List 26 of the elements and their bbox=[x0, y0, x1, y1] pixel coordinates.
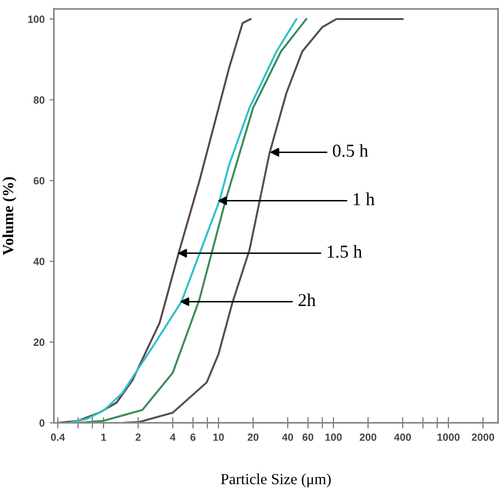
x-tick-label: 100 bbox=[325, 433, 342, 441]
annotation: 1 h bbox=[354, 192, 375, 206]
y-tick-label: 40 bbox=[33, 258, 44, 266]
x-tick-label: 40 bbox=[282, 433, 294, 441]
x-tick-label: 1000 bbox=[437, 433, 460, 441]
x-tick-label: 20 bbox=[248, 433, 258, 441]
x-tick-label: 6 bbox=[190, 433, 196, 441]
x-tick-label: 2 bbox=[136, 433, 141, 441]
x-tick-label: 200 bbox=[360, 433, 376, 441]
x-tick-label: 4 bbox=[170, 434, 176, 441]
x-axis-title: Particle Size (μm) bbox=[220, 473, 331, 488]
x-tick-label: 10 bbox=[213, 433, 224, 441]
x-tick-label: 2000 bbox=[472, 433, 494, 441]
x-tick-label: 0.4 bbox=[50, 433, 65, 441]
annotation: 1.5 h bbox=[328, 245, 362, 258]
y-axis-title: Volume (%) bbox=[2, 177, 16, 256]
y-tick-label: 20 bbox=[34, 338, 44, 346]
annotation: 2h bbox=[298, 293, 316, 306]
y-tick-label: 60 bbox=[34, 177, 44, 184]
x-tick-label: 400 bbox=[394, 433, 411, 441]
y-tick-label: 80 bbox=[34, 96, 44, 104]
annotation: 0.5 h bbox=[332, 144, 368, 157]
x-tick-label: 1 bbox=[101, 434, 106, 441]
y-tick-label: 100 bbox=[28, 16, 44, 23]
y-tick-label: 0 bbox=[39, 419, 44, 427]
x-tick-label: 60 bbox=[302, 433, 314, 441]
